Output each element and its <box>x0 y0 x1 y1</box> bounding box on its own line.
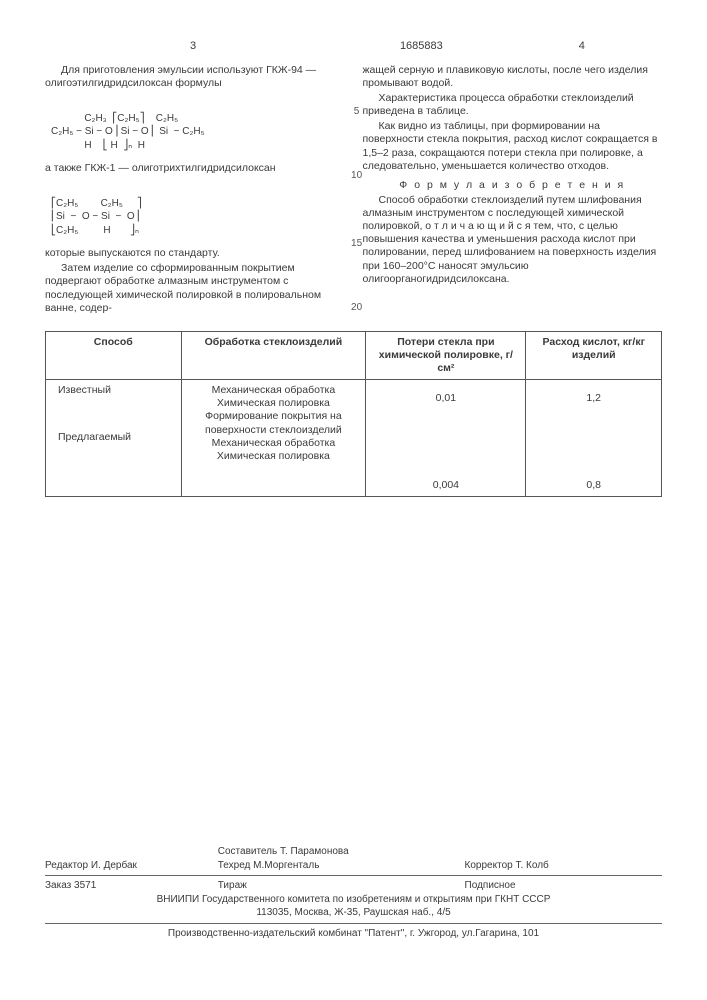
cell-method: Известный Предлагаемый <box>46 380 182 497</box>
org-line: ВНИИПИ Государственного комитета по изоб… <box>45 893 662 907</box>
printer-line: Производственно-издательский комбинат "П… <box>45 927 662 941</box>
page-number-left: 3 <box>45 40 341 54</box>
chemical-formula-2: ⎡C₂H₅ C₂H₅ ⎤ ⎢Si − O − Si − O⎥ ⎣C₂H₅ H ⎦… <box>51 183 345 237</box>
podpisnoe: Подписное <box>465 879 662 893</box>
order-number: Заказ 3571 <box>45 879 218 893</box>
table-row: Известный Предлагаемый Механическая обра… <box>46 380 662 497</box>
editor: Редактор И. Дербак <box>45 859 218 873</box>
address-line: 113035, Москва, Ж-35, Раушская наб., 4/5 <box>45 906 662 920</box>
left-column: Для приготовления эмульсии используют ГК… <box>45 64 345 317</box>
line-marker-10: 10 <box>351 170 362 183</box>
line-marker-20: 20 <box>351 302 362 315</box>
page-header: 3 1685883 4 <box>45 40 662 54</box>
footer: Составитель Т. Парамонова Редактор И. Де… <box>45 845 662 940</box>
right-p1: жащей серную и плавиковую кислоты, после… <box>363 64 663 90</box>
left-p2: а также ГКЖ-1 — олиготрихтилгидридсилокс… <box>45 162 345 175</box>
page-number-right: 4 <box>502 40 662 54</box>
right-column: жащей серную и плавиковую кислоты, после… <box>363 64 663 317</box>
tehred: Техред М.Моргенталь <box>218 859 465 873</box>
right-p2: Характеристика процесса обработки стекло… <box>363 92 663 118</box>
left-p3: которые выпускаются по стандарту. <box>45 247 345 260</box>
left-p4: Затем изделие со сформированным покрытие… <box>45 262 345 315</box>
cell-processing: Механическая обработка Химическая полиро… <box>181 380 366 497</box>
document-number: 1685883 <box>341 40 501 54</box>
claim-title: Ф о р м у л а и з о б р е т е н и я <box>363 179 663 192</box>
th-acid: Расход кислот, кг/кг изделий <box>526 331 662 379</box>
chemical-formula-1: C₂H₃ ⎡C₂H₅⎤ C₂H₅ C₂H₅ − Si − O ⎢Si − O⎥ … <box>51 98 345 152</box>
left-p1: Для приготовления эмульсии используют ГК… <box>45 64 345 90</box>
data-table: Способ Обработка стеклоизделий Потери ст… <box>45 331 662 498</box>
claim-text: Способ обработки стеклоизделий путем шли… <box>363 194 663 286</box>
compiler: Составитель Т. Парамонова <box>218 845 465 859</box>
cell-acid: 1,2 0,8 <box>526 380 662 497</box>
th-method: Способ <box>46 331 182 379</box>
right-p3: Как видно из таблицы, при формировании н… <box>363 120 663 173</box>
cell-loss: 0,01 0,004 <box>366 380 526 497</box>
line-marker-15: 15 <box>351 238 362 251</box>
tirazh: Тираж <box>218 879 465 893</box>
corrector: Корректор Т. Колб <box>465 859 662 873</box>
line-marker-5: 5 <box>354 106 360 119</box>
th-loss: Потери стекла при химической полировке, … <box>366 331 526 379</box>
table-header-row: Способ Обработка стеклоизделий Потери ст… <box>46 331 662 379</box>
body-columns: 5 10 15 20 Для приготовления эмульсии ис… <box>45 64 662 317</box>
th-processing: Обработка стеклоизделий <box>181 331 366 379</box>
